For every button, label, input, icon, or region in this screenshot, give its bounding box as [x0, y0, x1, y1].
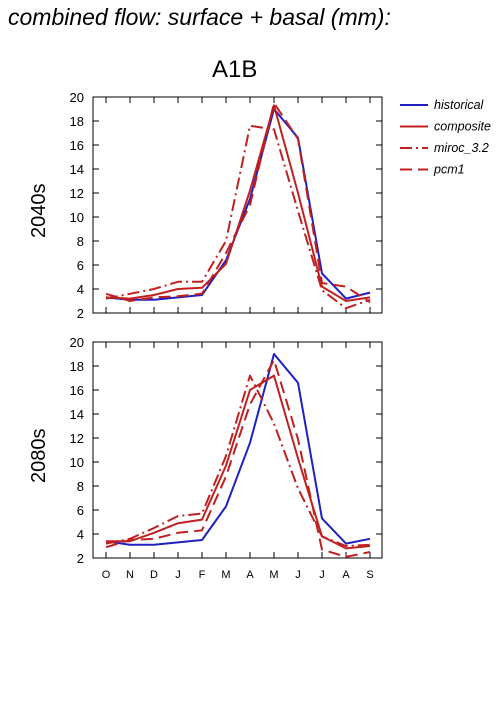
plot-frame: [92, 96, 383, 314]
y-tick-label: 8: [77, 479, 84, 494]
series-line-miroc_3.2: [105, 374, 371, 547]
y-tick-label: 10: [70, 455, 84, 470]
scenario-title: A1B: [212, 56, 258, 83]
x-tick-label: F: [199, 569, 206, 581]
x-tick-label: N: [126, 569, 134, 581]
x-tick-label: A: [342, 569, 350, 581]
series-line-composite: [105, 104, 371, 302]
legend-label: miroc_3.2: [434, 141, 489, 155]
x-tick-label: M: [269, 569, 278, 581]
y-tick-label: 12: [70, 431, 84, 446]
y-tick-label: 18: [70, 359, 84, 374]
y-tick-label: 2: [77, 551, 84, 566]
legend-label: pcm1: [433, 163, 465, 177]
legend-label: composite: [434, 120, 491, 134]
series-line-historical: [105, 108, 371, 301]
y-tick-label: 10: [70, 210, 84, 225]
panel-2040s: 2 4 6 8 10 12 14 16 18 20: [70, 90, 383, 321]
y-tick-label: 20: [70, 90, 84, 105]
x-tick-label: M: [221, 569, 230, 581]
y-tick-label: 16: [70, 383, 84, 398]
x-tick-label: O: [102, 569, 111, 581]
x-tick-label: S: [366, 569, 373, 581]
series-line-pcm1: [105, 359, 371, 558]
y-tick-label: 12: [70, 186, 84, 201]
legend-item-historical: historical: [400, 98, 485, 112]
panel-2080s: 2 4 6 8 10 12 14 16 18 20 O N D J F M A M J J A S: [70, 335, 383, 581]
y-tick-label: 20: [70, 335, 84, 350]
chart-main-title: combined flow: surface + basal (mm):: [8, 4, 391, 30]
y-tick-label: 2: [77, 306, 84, 321]
y-tick-label: 6: [77, 503, 84, 518]
y-tick-label: 14: [70, 407, 84, 422]
y-tick-label: 14: [70, 162, 84, 177]
y-tick-label: 4: [77, 282, 84, 297]
y-tick-label: 16: [70, 138, 84, 153]
x-tick-label: J: [295, 569, 301, 581]
x-tick-label: J: [319, 569, 325, 581]
legend-item-pcm1: pcm1: [400, 163, 465, 177]
y-tick-label: 4: [77, 527, 84, 542]
series-line-pcm1: [105, 102, 371, 304]
series-line-miroc_3.2: [105, 124, 371, 310]
legend-label: historical: [434, 98, 485, 112]
y-tick-label: 6: [77, 258, 84, 273]
legend-item-miroc_3.2: miroc_3.2: [400, 141, 489, 155]
series-line-composite: [106, 374, 371, 550]
y-tick-label: 18: [70, 114, 84, 129]
y-tick-label: 8: [77, 234, 84, 249]
x-tick-label: D: [150, 569, 158, 581]
legend-item-composite: composite: [400, 120, 491, 134]
x-tick-label: J: [175, 569, 181, 581]
x-tick-label: A: [246, 569, 254, 581]
plot-frame: [92, 341, 383, 559]
series-line-historical: [105, 353, 371, 546]
legend: historical composite miroc_3.2 pcm1: [400, 98, 491, 177]
